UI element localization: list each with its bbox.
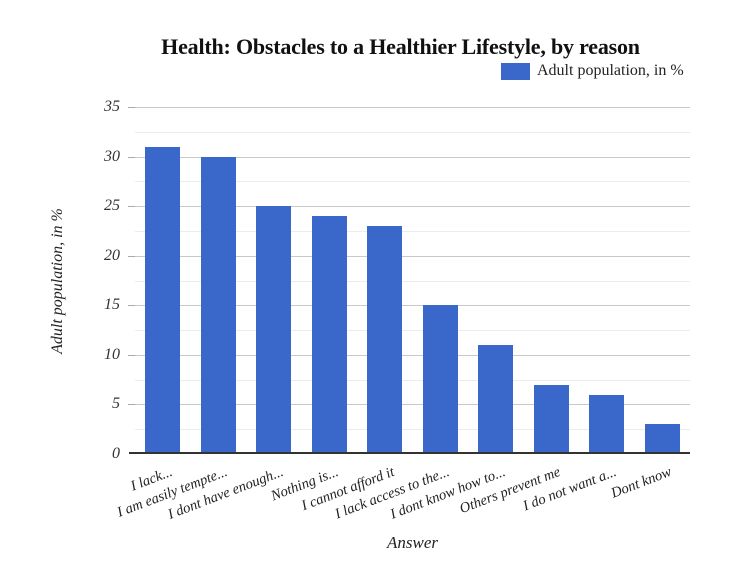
legend-swatch-icon xyxy=(501,62,530,80)
minor-gridline xyxy=(135,230,690,232)
y-axis-tick xyxy=(128,255,135,257)
bar-7[interactable] xyxy=(478,344,514,452)
major-gridline xyxy=(135,206,690,208)
minor-gridline xyxy=(135,379,690,381)
legend-label: Adult population, in % xyxy=(537,62,684,79)
y-axis-tick xyxy=(128,354,135,356)
major-gridline xyxy=(135,404,690,406)
bar-2[interactable] xyxy=(200,156,236,452)
y-tick-label: 5 xyxy=(112,395,120,413)
minor-gridline xyxy=(135,280,690,282)
y-tick-label: 30 xyxy=(104,147,120,165)
y-axis-tick xyxy=(128,156,135,158)
chart-title: Health: Obstacles to a Healthier Lifesty… xyxy=(161,34,640,59)
y-tick-label: 25 xyxy=(104,197,120,215)
major-gridline xyxy=(135,305,690,307)
y-tick-label: 10 xyxy=(104,345,120,363)
bar-4[interactable] xyxy=(311,216,347,452)
minor-gridline xyxy=(135,131,690,133)
y-axis-tick xyxy=(128,206,135,208)
minor-gridline xyxy=(135,429,690,431)
bar-1[interactable] xyxy=(145,146,181,452)
bar-10[interactable] xyxy=(644,424,680,452)
x-axis-line xyxy=(129,452,690,454)
major-gridline xyxy=(135,354,690,356)
plot-area: 0 5 10 15 20 25 30 35 I lack... I am easily tempt… xyxy=(104,98,690,523)
major-gridline xyxy=(135,255,690,257)
bar-9[interactable] xyxy=(589,394,625,452)
legend: Adult population, in % xyxy=(501,62,684,80)
bar-8[interactable] xyxy=(533,384,569,452)
y-axis-tick xyxy=(128,404,135,406)
bar-6[interactable] xyxy=(422,305,458,452)
bar-3[interactable] xyxy=(256,206,292,452)
y-tick-label: 35 xyxy=(104,98,120,115)
x-axis-title: Answer xyxy=(387,533,438,552)
bar-5[interactable] xyxy=(367,225,403,452)
y-tick-label: 20 xyxy=(104,246,120,264)
y-axis-tick xyxy=(128,305,135,307)
major-gridline xyxy=(135,156,690,158)
y-tick-label: 0 xyxy=(112,445,120,462)
minor-gridline xyxy=(135,181,690,183)
y-axis-tick xyxy=(128,107,135,108)
major-gridline xyxy=(135,107,690,108)
minor-gridline xyxy=(135,330,690,332)
y-tick-label: 15 xyxy=(104,296,120,314)
y-axis-title: Adult population, in % xyxy=(49,208,66,354)
